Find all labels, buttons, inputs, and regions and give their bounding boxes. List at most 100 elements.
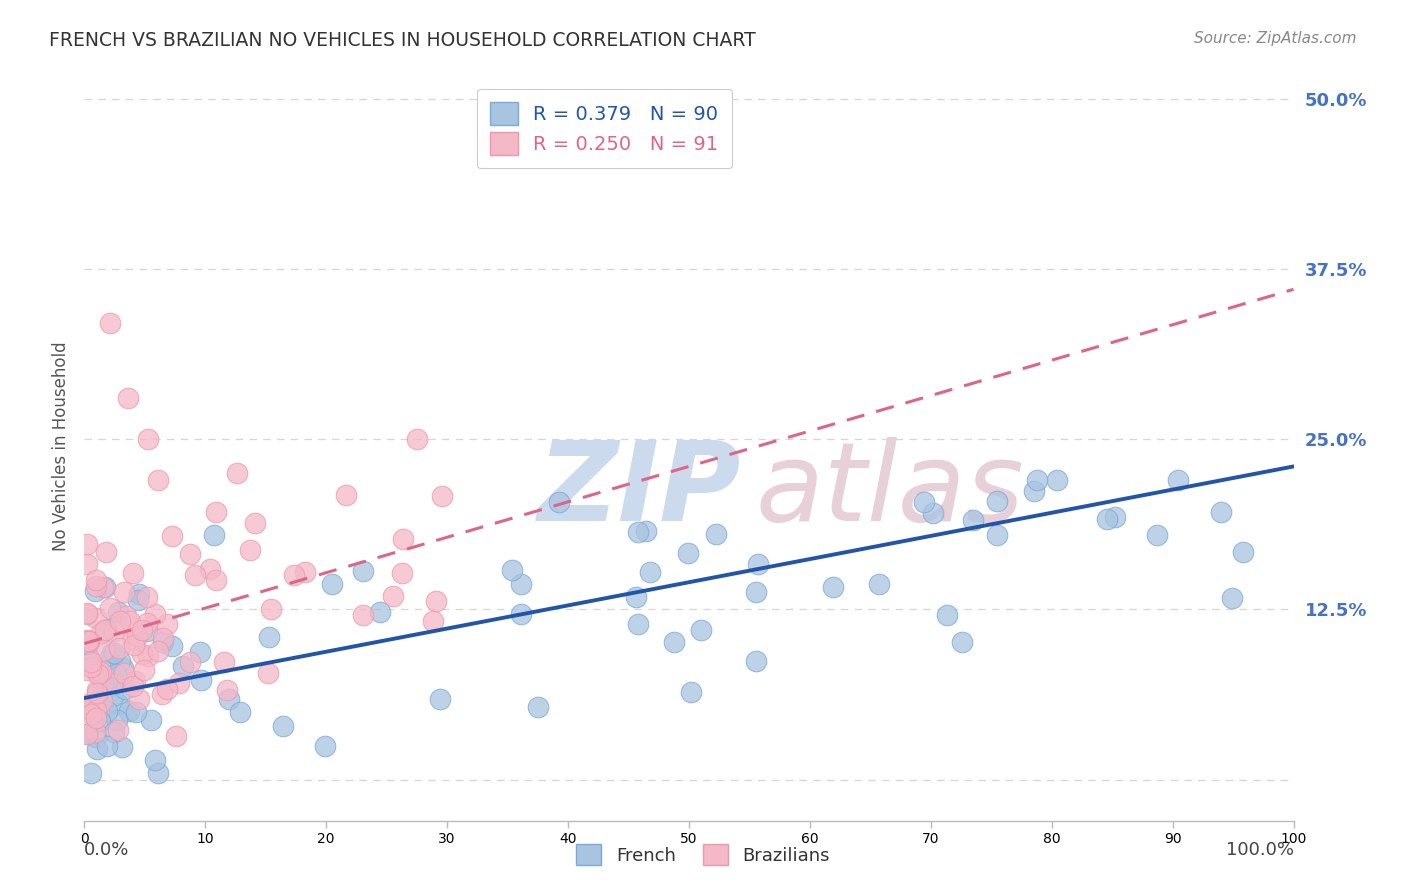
Point	[136, 616, 159, 631]
Y-axis label: No Vehicles in Household: No Vehicles in Household	[52, 341, 70, 551]
Point	[89, 706, 111, 721]
Point	[747, 557, 769, 571]
Point	[962, 513, 984, 527]
Text: 0.0%: 0.0%	[84, 841, 129, 859]
Point	[125, 705, 148, 719]
Point	[121, 632, 143, 647]
Point	[80, 660, 103, 674]
Point	[118, 704, 141, 718]
Point	[271, 719, 294, 733]
Point	[152, 635, 174, 649]
Point	[1026, 473, 1049, 487]
Point	[169, 676, 191, 690]
Point	[172, 659, 194, 673]
Point	[77, 634, 100, 648]
Point	[98, 317, 121, 331]
Point	[76, 633, 98, 648]
Point	[368, 605, 391, 619]
Point	[214, 655, 236, 669]
Point	[1222, 591, 1244, 605]
Point	[135, 624, 157, 639]
Point	[103, 624, 125, 638]
Point	[146, 643, 169, 657]
Point	[76, 537, 98, 551]
Point	[202, 527, 225, 541]
Point	[98, 600, 121, 615]
Point	[134, 663, 156, 677]
Point	[125, 629, 148, 643]
Point	[115, 608, 138, 623]
Point	[352, 564, 374, 578]
Text: 100.0%: 100.0%	[1226, 841, 1294, 859]
Point	[146, 766, 169, 780]
Point	[823, 580, 845, 594]
Point	[936, 607, 959, 622]
Point	[1104, 510, 1126, 524]
Point	[510, 577, 533, 591]
Point	[84, 611, 107, 625]
Point	[986, 494, 1008, 508]
Point	[156, 617, 179, 632]
Point	[77, 648, 100, 663]
Point	[127, 593, 149, 607]
Point	[76, 699, 98, 714]
Point	[107, 723, 129, 737]
Point	[76, 607, 98, 622]
Point	[868, 576, 890, 591]
Point	[501, 563, 523, 577]
Point	[86, 686, 108, 700]
Point	[94, 580, 117, 594]
Point	[96, 622, 118, 636]
Point	[104, 666, 127, 681]
Point	[76, 606, 98, 620]
Point	[141, 713, 163, 727]
Point	[128, 587, 150, 601]
Point	[93, 623, 115, 637]
Point	[104, 675, 127, 690]
Point	[86, 578, 108, 592]
Point	[122, 638, 145, 652]
Point	[218, 692, 240, 706]
Point	[86, 741, 108, 756]
Point	[96, 653, 118, 667]
Point	[76, 697, 98, 711]
Point	[689, 624, 711, 638]
Point	[107, 640, 129, 655]
Point	[121, 566, 143, 581]
Point	[183, 567, 205, 582]
Point	[76, 663, 98, 677]
Point	[1232, 545, 1254, 559]
Point	[1046, 473, 1069, 487]
Point	[352, 607, 374, 622]
Point	[103, 689, 125, 703]
Text: Source: ZipAtlas.com: Source: ZipAtlas.com	[1194, 31, 1357, 46]
Point	[91, 676, 114, 690]
Point	[1095, 512, 1118, 526]
Point	[76, 726, 98, 740]
Point	[239, 543, 262, 558]
Point	[640, 566, 662, 580]
Point	[107, 697, 129, 711]
Point	[156, 682, 179, 697]
Point	[90, 689, 112, 703]
Point	[136, 432, 159, 446]
Point	[96, 704, 118, 718]
Point	[283, 568, 305, 582]
Point	[179, 547, 201, 561]
Point	[676, 546, 699, 560]
Point	[131, 647, 153, 661]
Point	[912, 494, 935, 508]
Point	[228, 705, 250, 719]
Point	[84, 703, 107, 717]
Point	[257, 630, 280, 644]
Point	[146, 473, 169, 487]
Point	[160, 529, 183, 543]
Point	[108, 654, 131, 668]
Point	[257, 666, 280, 681]
Point	[179, 656, 201, 670]
Point	[101, 676, 124, 690]
Point	[117, 392, 139, 406]
Point	[314, 739, 336, 753]
Point	[80, 766, 103, 780]
Point	[405, 432, 427, 446]
